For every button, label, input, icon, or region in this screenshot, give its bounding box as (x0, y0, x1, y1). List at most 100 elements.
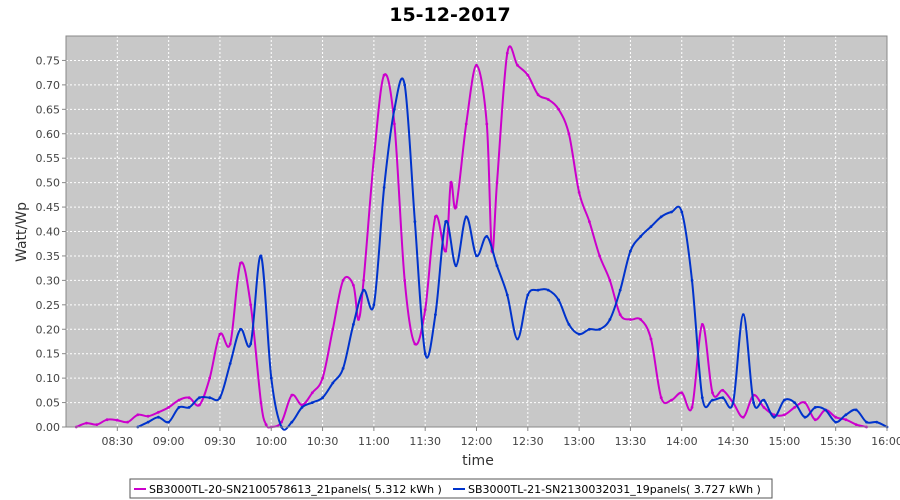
data-point (680, 210, 684, 214)
data-point (249, 303, 253, 307)
data-point (357, 318, 360, 321)
data-point (228, 362, 232, 365)
data-point (393, 122, 396, 126)
data-point (249, 342, 253, 346)
data-point (844, 418, 848, 422)
data-point (567, 323, 571, 326)
x-tick-label: 16:00 (871, 435, 900, 448)
data-point (382, 73, 386, 77)
data-point (95, 423, 99, 426)
data-point (639, 318, 643, 321)
data-point (793, 401, 796, 404)
x-tick-label: 08:30 (101, 435, 133, 448)
data-point (341, 367, 345, 370)
data-point (85, 421, 88, 425)
x-tick-label: 11:30 (409, 435, 441, 448)
y-tick-label: 0.35 (36, 250, 61, 263)
data-point (259, 401, 263, 404)
data-point (536, 93, 540, 97)
data-point (772, 413, 776, 417)
data-point (157, 415, 160, 419)
data-point (403, 279, 407, 282)
y-tick-label: 0.70 (36, 79, 61, 92)
data-point (536, 288, 540, 292)
data-point (577, 191, 581, 194)
data-point (567, 132, 571, 136)
data-point (793, 406, 796, 409)
x-tick-label: 14:00 (666, 435, 698, 448)
y-tick-label: 0.40 (36, 226, 61, 239)
data-point (290, 420, 294, 424)
data-point (321, 396, 324, 400)
y-tick-label: 0.15 (36, 348, 61, 361)
data-point (505, 293, 509, 297)
data-point (239, 261, 242, 265)
data-point (475, 254, 478, 258)
data-point (557, 107, 560, 111)
series-line-2 (137, 77, 888, 431)
data-point (434, 215, 437, 219)
data-point (372, 303, 376, 307)
legend-label-2: SB3000TL-21-SN2130032031_19panels( 3.727… (468, 483, 761, 496)
data-point (444, 249, 448, 253)
data-point (208, 376, 212, 380)
data-point (393, 107, 396, 111)
x-axis-label: time (462, 453, 494, 469)
data-point (608, 279, 612, 282)
x-tick-label: 12:30 (512, 435, 544, 448)
data-point (331, 327, 335, 331)
data-point (865, 420, 868, 424)
data-point (834, 415, 838, 419)
data-point (649, 337, 653, 341)
data-point (629, 249, 632, 253)
y-tick-label: 0.10 (36, 372, 61, 385)
x-tick-label: 13:00 (563, 435, 595, 448)
data-point (854, 423, 858, 426)
data-point (690, 406, 694, 409)
data-point (762, 406, 766, 409)
data-point (321, 376, 324, 380)
data-point (434, 313, 437, 316)
data-point (824, 408, 827, 412)
y-tick-label: 0.75 (36, 54, 61, 67)
data-point (264, 423, 268, 426)
data-point (146, 420, 150, 424)
data-point (310, 391, 314, 395)
data-point (382, 186, 386, 189)
data-point (464, 122, 468, 126)
y-tick-label: 0.20 (36, 323, 61, 336)
data-point (741, 313, 745, 316)
x-tick-label: 12:00 (461, 435, 493, 448)
data-point (588, 220, 591, 224)
data-point (290, 393, 294, 397)
data-point (352, 323, 355, 326)
data-point (259, 254, 263, 258)
data-point (588, 327, 591, 331)
data-point (700, 396, 704, 400)
chart-title: 15-12-2017 (389, 4, 511, 26)
data-point (711, 391, 714, 395)
data-point (362, 288, 365, 292)
data-point (639, 235, 643, 238)
axes: 0.00 0.05 0.10 0.15 0.20 0.25 0.30 0.35 0.40 0.45… (36, 54, 900, 448)
y-tick-label: 0.60 (36, 128, 61, 141)
data-point (546, 288, 550, 292)
data-point (187, 396, 191, 400)
y-tick-label: 0.30 (36, 274, 61, 287)
x-tick-label: 11:00 (358, 435, 390, 448)
data-point (413, 342, 417, 346)
data-point (783, 413, 786, 417)
y-axis-label: Watt/Wp (14, 202, 30, 262)
data-point (495, 181, 499, 185)
data-point (495, 264, 499, 268)
data-point (721, 388, 725, 392)
data-point (449, 181, 453, 185)
data-point (198, 396, 201, 400)
data-point (105, 418, 109, 422)
series-lines (74, 45, 889, 431)
data-point (454, 264, 458, 268)
data-point (526, 73, 530, 77)
data-point (875, 420, 879, 424)
legend-label-1: SB3000TL-20-SN2100578613_21panels( 5.312… (149, 483, 442, 496)
data-point (670, 210, 673, 214)
